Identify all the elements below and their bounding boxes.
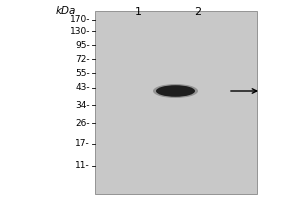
Text: 43-: 43- [75,83,90,92]
Ellipse shape [153,84,198,98]
Text: 17-: 17- [75,140,90,148]
Text: 170-: 170- [70,16,90,24]
Text: 26-: 26- [75,118,90,128]
Text: 130-: 130- [70,26,90,36]
Text: 55-: 55- [75,68,90,77]
Bar [94,11,256,194]
Text: 34-: 34- [75,100,90,110]
Text: 1: 1 [134,7,142,17]
Text: 11-: 11- [75,162,90,170]
Text: 2: 2 [194,7,202,17]
Text: 95-: 95- [75,40,90,49]
Ellipse shape [156,85,195,97]
Text: 72-: 72- [75,54,90,64]
Text: kDa: kDa [56,6,76,16]
